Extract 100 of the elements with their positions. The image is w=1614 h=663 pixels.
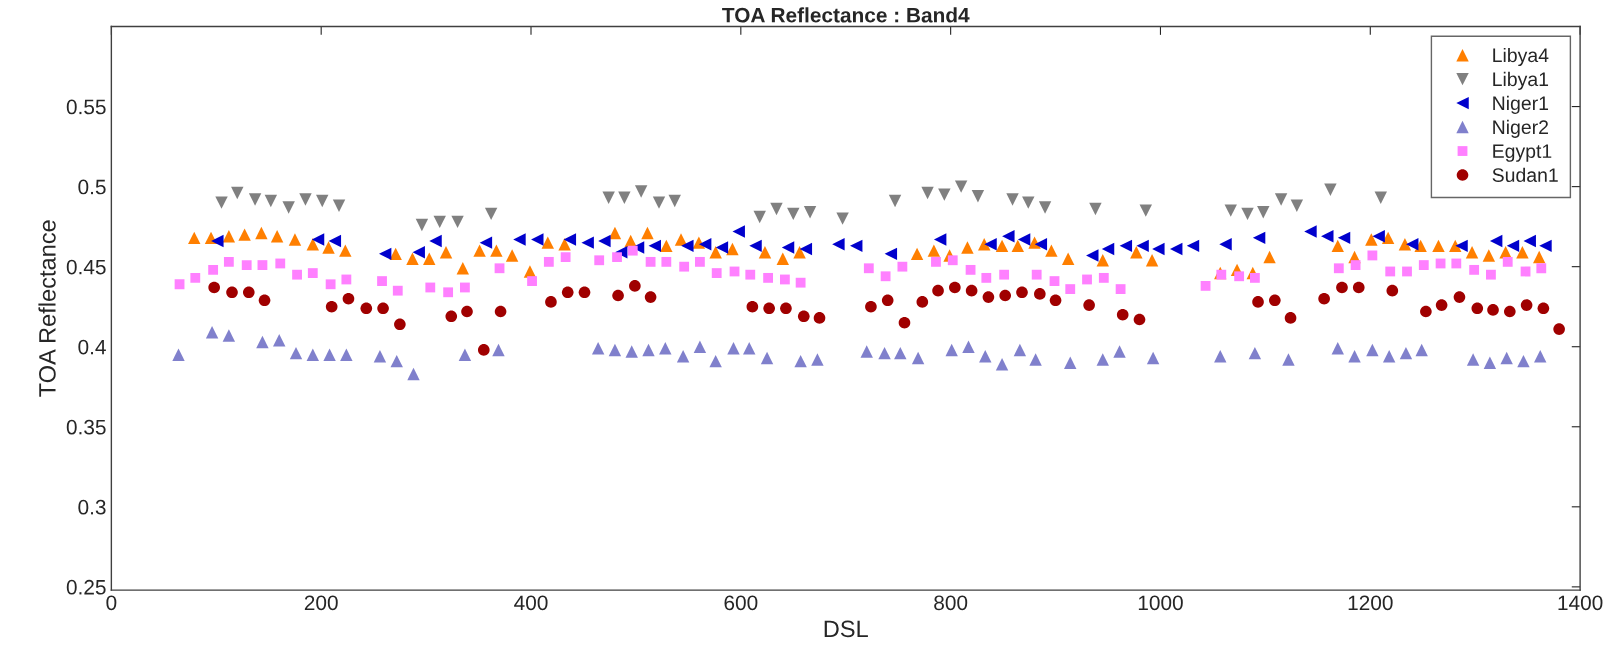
point: [451, 215, 464, 229]
point: [644, 291, 657, 303]
point: [884, 247, 898, 261]
point: [933, 233, 947, 246]
point: [715, 241, 729, 254]
point: [545, 296, 557, 308]
point: [1537, 302, 1550, 315]
point: [1017, 233, 1031, 246]
point: [794, 354, 807, 368]
point: [1241, 207, 1254, 221]
legend-label: Niger1: [1493, 95, 1549, 114]
point: [581, 236, 594, 249]
point: [1116, 308, 1129, 321]
point: [340, 348, 353, 361]
point: [415, 218, 429, 232]
point: [787, 207, 800, 221]
point: [231, 186, 244, 200]
point: [328, 234, 342, 248]
point: [659, 342, 672, 355]
point: [732, 225, 745, 238]
point: [561, 286, 574, 299]
point: [1483, 356, 1497, 369]
point: [1435, 299, 1448, 311]
point: [1374, 191, 1387, 205]
point: [1022, 196, 1035, 209]
point: [1139, 204, 1152, 217]
point: [1186, 239, 1200, 253]
x-tick-label: 200: [304, 595, 338, 611]
point: [1252, 231, 1266, 245]
point: [1274, 193, 1288, 206]
point: [1034, 238, 1048, 251]
y-tick-label: 0.45: [66, 259, 106, 275]
point: [563, 233, 577, 246]
point: [1471, 302, 1484, 315]
point: [727, 342, 740, 355]
point: [1002, 230, 1015, 243]
point: [1520, 299, 1533, 311]
y-tick-label: 0.3: [78, 499, 106, 515]
point: [921, 186, 934, 200]
point: [995, 358, 1009, 371]
point: [1539, 239, 1552, 253]
point: [954, 180, 968, 193]
point: [1304, 225, 1317, 238]
point: [458, 348, 472, 361]
legend-label: Egypt1: [1493, 144, 1552, 162]
point: [916, 296, 929, 308]
point: [1352, 281, 1365, 294]
point: [1331, 342, 1344, 355]
point: [698, 238, 712, 251]
y-tick-label: 0.5: [78, 179, 106, 195]
point: [407, 367, 420, 381]
point: [1224, 204, 1237, 217]
point: [316, 194, 329, 208]
point: [836, 212, 849, 225]
point: [429, 234, 442, 248]
legend-label: Niger2: [1493, 119, 1548, 138]
point: [648, 239, 662, 253]
point: [1252, 296, 1264, 308]
point: [982, 291, 995, 303]
point: [1348, 350, 1361, 363]
point: [242, 286, 255, 299]
point: [1119, 239, 1133, 253]
point: [306, 348, 319, 361]
point: [763, 302, 775, 315]
x-tick-label: 800: [934, 595, 968, 611]
point: [289, 346, 303, 360]
y-tick-label: 0.55: [66, 99, 106, 115]
point: [477, 344, 490, 356]
legend-label: Libya1: [1493, 71, 1549, 90]
point: [1257, 206, 1270, 219]
point: [1013, 343, 1027, 357]
point: [681, 239, 694, 253]
point: [1038, 201, 1052, 214]
point: [445, 310, 458, 323]
point: [979, 350, 992, 363]
point: [1049, 294, 1062, 307]
point: [811, 353, 824, 366]
point: [1214, 350, 1227, 363]
y-tick-label: 0.25: [66, 579, 106, 595]
x-tick-label: 1000: [1138, 595, 1183, 611]
point: [479, 236, 493, 249]
point: [938, 188, 951, 201]
point: [612, 289, 624, 302]
point: [760, 351, 774, 365]
point: [881, 294, 894, 307]
point: [1136, 239, 1149, 253]
point: [484, 207, 498, 221]
point: [1101, 242, 1115, 256]
point: [492, 343, 505, 357]
point: [888, 194, 902, 208]
point: [1382, 350, 1396, 363]
point: [1523, 234, 1536, 248]
point: [461, 305, 473, 318]
point: [652, 196, 666, 209]
point: [273, 334, 286, 347]
point: [1219, 238, 1232, 251]
point: [433, 215, 446, 229]
x-tick-label: 600: [724, 595, 758, 611]
point: [323, 348, 336, 361]
point: [965, 284, 978, 297]
